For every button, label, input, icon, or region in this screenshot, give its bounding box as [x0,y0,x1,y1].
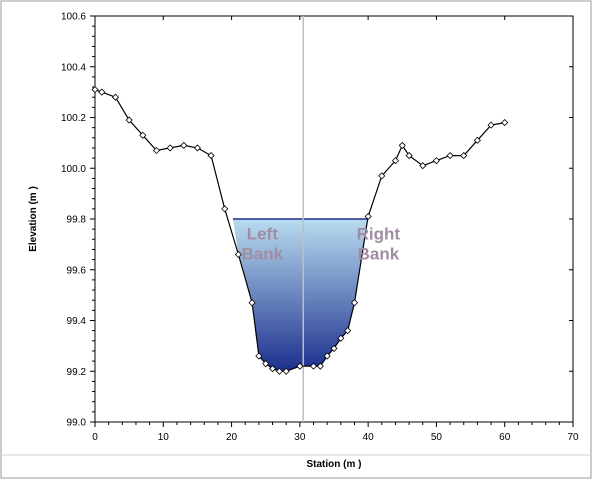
y-tick-label: 100.0 [61,164,86,175]
water-fill [232,219,369,372]
data-point [364,212,372,221]
data-point [446,151,454,160]
x-tick-label: 50 [431,432,443,443]
y-tick-label: 99.2 [67,367,87,378]
x-tick-label: 60 [499,432,511,443]
series-layer [91,86,509,375]
data-point [419,162,427,170]
x-tick-label: 0 [92,432,98,443]
y-tick-label: 99.8 [67,215,87,226]
data-point [309,362,318,370]
axes-layer: 0 10 20 30 40 50 60 70 99.0 99.2 99.4 99.6 99.8 100.0… [61,12,579,444]
data-point [330,344,338,352]
data-point [432,157,440,165]
data-point [221,205,229,213]
x-tick-label: 10 [158,432,170,443]
data-point [473,136,481,144]
x-tick-label: 20 [226,432,238,443]
x-tick-label: 70 [567,432,579,443]
bank-label: Right [357,224,401,243]
x-tick-label: 30 [294,432,306,443]
data-point [323,352,331,360]
data-point [316,362,324,370]
data-point [207,151,215,160]
data-point [405,151,413,160]
data-point [296,362,304,370]
data-point [166,144,174,152]
water-layer [232,218,369,372]
y-tick-label: 99.6 [67,265,87,276]
data-point [262,360,270,368]
x-tick-label: 40 [363,432,375,443]
data-point [91,86,99,94]
data-point [344,327,352,335]
y-tick-label: 99.4 [67,316,87,327]
data-point [398,141,406,149]
data-point [234,250,242,259]
annotation-layer: Left Bank Right Bank [242,224,401,263]
bank-label: Bank [242,245,284,264]
data-point [139,131,147,139]
data-point [501,119,509,127]
data-point [125,116,133,124]
data-point [255,352,263,360]
data-point [111,93,120,101]
data-point [152,146,161,155]
data-point [180,141,188,149]
data-point [487,121,495,129]
x-axis-title: Station (m ) [307,459,362,470]
y-axis-title: Elevation (m ) [28,186,39,252]
y-tick-label: 99.0 [67,418,87,429]
data-point [98,88,106,96]
data-point [282,367,290,375]
y-tick-label: 100.4 [61,62,86,73]
data-point [378,172,386,180]
data-point [268,365,277,373]
data-point [248,299,256,307]
y-tick-label: 100.6 [61,12,86,23]
data-point [337,334,345,342]
bank-label: Left [247,224,279,243]
data-point [350,299,359,307]
y-tick-label: 100.2 [61,113,86,124]
data-point [193,144,201,152]
data-point [275,367,283,375]
data-point [391,157,400,165]
data-point [460,151,468,160]
bank-label: Bank [358,245,400,264]
